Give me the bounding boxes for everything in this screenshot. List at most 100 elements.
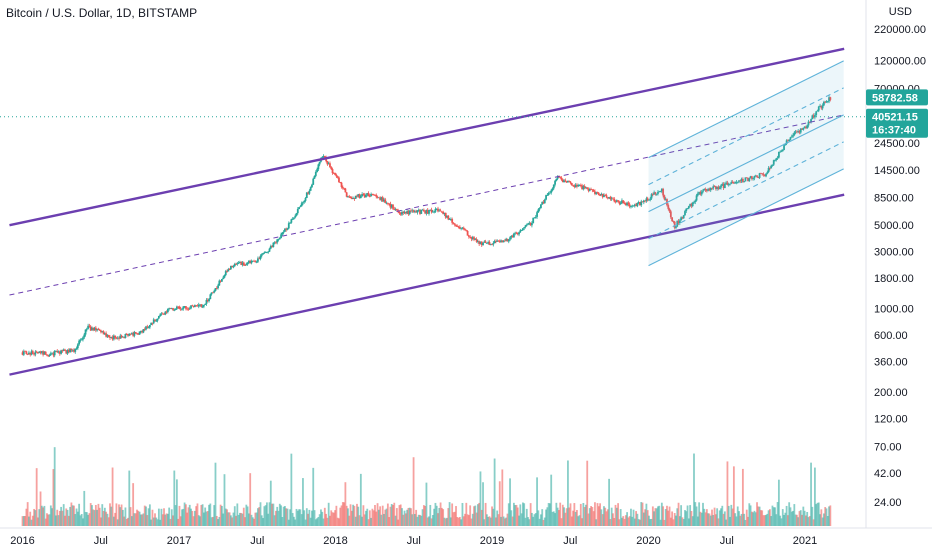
candle [458, 225, 461, 230]
symbol-title[interactable]: Bitcoin / U.S. Dollar, 1D, BITSTAMP [6, 6, 198, 20]
candle [816, 109, 819, 112]
volume-bar [165, 513, 168, 526]
candle [594, 189, 596, 196]
candle [711, 187, 713, 191]
regression-channel-line[interactable] [648, 87, 844, 186]
volume-bar [527, 517, 529, 526]
channel-mid-line[interactable] [9, 114, 845, 296]
volume-bar [689, 505, 692, 526]
volume-bar [732, 466, 735, 526]
volume-bar [704, 512, 707, 526]
candle [293, 217, 295, 220]
volume-bar [91, 505, 93, 526]
volume-bar [35, 468, 38, 526]
candle [460, 227, 463, 231]
candle [156, 318, 159, 323]
candle [213, 289, 216, 294]
volume-bar [585, 504, 587, 526]
volume-bar [130, 516, 133, 526]
volume-bar [366, 508, 369, 526]
candle [57, 350, 60, 354]
candle [473, 235, 475, 242]
candle [277, 238, 280, 242]
candle [640, 199, 643, 207]
volume-bar [592, 511, 595, 526]
candle [732, 181, 735, 184]
candle [725, 180, 728, 185]
candle [206, 298, 209, 303]
candle [672, 220, 675, 224]
volume-bar [705, 509, 708, 526]
volume-bar [137, 510, 140, 526]
candle [142, 328, 145, 334]
time-axis[interactable]: 2016 Jul 2017 Jul 2018 Jul 2019 Jul 2020 Jul 2021 [10, 535, 817, 547]
volume-bar [308, 509, 311, 526]
candle [467, 234, 470, 239]
candle [193, 304, 196, 308]
candle [525, 223, 528, 227]
candle [529, 222, 532, 226]
volume-bar [299, 509, 302, 526]
candle [761, 173, 764, 176]
candle [572, 184, 574, 187]
candle [233, 262, 236, 267]
candle [630, 205, 632, 209]
volume-bar [736, 506, 739, 526]
volume-bar [103, 507, 106, 526]
candle [696, 191, 699, 197]
candle [91, 326, 93, 331]
candle [609, 195, 612, 201]
volume-bar [826, 516, 829, 526]
volume-bar [675, 515, 677, 526]
regression-channel-line[interactable] [648, 114, 844, 213]
candle [88, 323, 91, 328]
candle [431, 209, 434, 213]
candle [370, 192, 373, 197]
channel-lower-line[interactable] [9, 193, 845, 376]
volume-bar [721, 505, 724, 526]
candle [181, 308, 183, 311]
candle [110, 336, 113, 339]
regression-channel-line[interactable] [648, 168, 844, 267]
volume-bar [810, 462, 812, 526]
volume-bar [716, 508, 719, 526]
volume-bar [30, 519, 33, 526]
volume-bar [276, 506, 279, 526]
volume-bar [161, 514, 164, 526]
candle [541, 201, 544, 205]
y-tick-label: 5000.00 [874, 220, 914, 232]
volume-bar [637, 519, 640, 526]
candle [439, 208, 442, 212]
candle [546, 193, 549, 196]
currency-unit[interactable]: USD [888, 6, 912, 18]
regression-channel-line[interactable] [648, 60, 844, 159]
candle [492, 241, 495, 247]
regression-channel-line[interactable] [648, 141, 844, 240]
candle [130, 332, 133, 335]
channel-upper-line[interactable] [9, 47, 845, 227]
candle [721, 182, 724, 186]
candle [392, 204, 394, 210]
candle [363, 192, 366, 198]
candle [802, 127, 805, 131]
volume-bar [285, 508, 288, 526]
candle [55, 350, 57, 352]
candle [332, 172, 335, 174]
candle [678, 218, 681, 226]
candle [384, 197, 387, 204]
volume-bar [293, 516, 295, 526]
volume-bar [31, 515, 34, 526]
volume-bar [483, 519, 486, 526]
candle [357, 193, 360, 198]
candle [635, 202, 638, 207]
candle [367, 191, 370, 197]
volume-bar [51, 508, 54, 526]
volume-bar [350, 510, 353, 526]
candle [658, 190, 661, 193]
candle [172, 307, 174, 311]
candle [757, 176, 760, 179]
volume-bar [712, 514, 715, 526]
candle [563, 179, 565, 183]
candle [358, 193, 361, 199]
